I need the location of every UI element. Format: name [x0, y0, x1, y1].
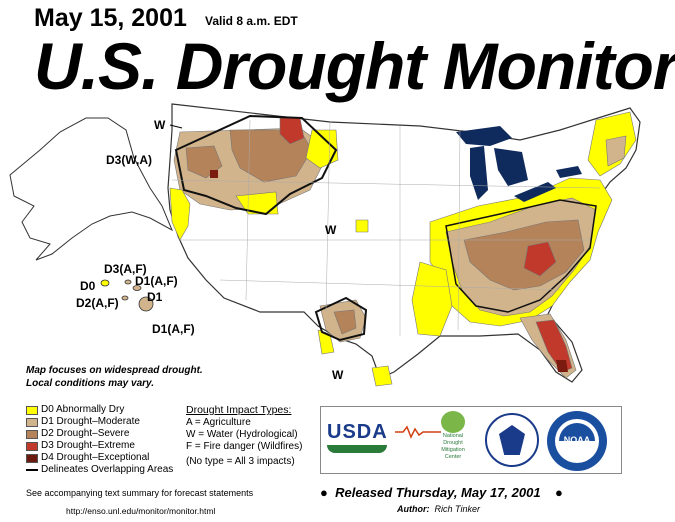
label-hawaii-d1b: D1: [147, 290, 163, 304]
map-note: Map focuses on widespread drought. Local…: [26, 364, 203, 390]
hawaii-island-5: [138, 296, 154, 312]
lake-michigan: [470, 146, 488, 200]
label-hawaii-d0: D0: [80, 279, 96, 293]
impact-none: (No type = All 3 impacts): [186, 456, 295, 467]
eagle-icon: [499, 425, 525, 455]
legend-item-d4: D4 Drought–Exceptional: [26, 452, 173, 464]
hawaii-island-3: [132, 285, 142, 291]
ndmc-line4: Center: [444, 454, 462, 460]
label-hawaii-d2: D2(A,F): [76, 296, 119, 310]
overlap-outline-northwest: [174, 114, 338, 216]
usda-logo: USDA: [327, 421, 387, 455]
label-pointer-w: [169, 124, 183, 129]
label-hawaii-d3: D3(A,F): [104, 262, 147, 276]
commerce-seal: [485, 413, 539, 467]
summary-note: See accompanying text summary for foreca…: [26, 488, 254, 498]
d0-kansas: [355, 219, 369, 233]
valid-time: Valid 8 a.m. EDT: [205, 14, 298, 28]
legend-item-d1: D1 Drought–Moderate: [26, 416, 173, 428]
impact-heading: Drought Impact Types:: [186, 404, 292, 416]
agency-logos: USDA National Drought Mitigation Center …: [320, 406, 622, 474]
d3-florida: [535, 319, 573, 373]
legend-item-d2: D2 Drought–Severe: [26, 428, 173, 440]
source-url[interactable]: http://enso.unl.edu/monitor/monitor.html: [66, 506, 216, 516]
ndmc-line2: Drought: [443, 440, 463, 446]
d2-southeast: [463, 219, 585, 291]
release-date-text: Released Thursday, May 17, 2001: [335, 485, 541, 500]
d0-gulf: [411, 261, 453, 337]
author-credit: Author: Rich Tinker: [397, 504, 480, 514]
legend-label-d0: D0 Abnormally Dry: [41, 404, 125, 415]
d3-carolinas: [523, 241, 557, 277]
d1-northeast: [605, 135, 627, 167]
noaa-logo: NOAA: [547, 411, 607, 471]
label-hawaii-d1a: D1(A,F): [135, 274, 178, 288]
map-note-line1: Map focuses on widespread drought.: [26, 365, 203, 376]
legend-item-d0: D0 Abnormally Dry: [26, 404, 173, 416]
impact-w: W = Water (Hydrological): [186, 429, 298, 440]
release-date: ● Released Thursday, May 17, 2001 ●: [320, 485, 563, 500]
map-date: May 15, 2001: [34, 4, 187, 32]
legend-swatch-d1: [26, 417, 38, 427]
hawaii-island-2: [124, 279, 132, 285]
legend: D0 Abnormally Dry D1 Drought–Moderate D2…: [26, 404, 173, 476]
d0-westcoast: [169, 187, 191, 241]
label-w-central: W: [325, 223, 337, 237]
overlap-outline-texas: [314, 296, 368, 342]
overlap-line-icon: [26, 469, 38, 471]
legend-swatch-d2: [26, 429, 38, 439]
usda-logo-text: USDA: [327, 421, 388, 443]
d4-oregon: [210, 170, 218, 178]
ndmc-tree-icon: [441, 411, 465, 433]
legend-label-d3: D3 Drought–Extreme: [41, 440, 135, 451]
ndmc-line1: National: [442, 433, 464, 439]
legend-label-d1: D1 Drought–Moderate: [41, 416, 140, 427]
legend-swatch-d4: [26, 453, 38, 463]
legend-item-overlap: Delineates Overlapping Areas: [26, 464, 173, 476]
state-boundaries: [171, 119, 601, 336]
hawaii-island-1: [100, 279, 110, 287]
noaa-logo-text: NOAA: [563, 435, 591, 445]
legend-label-overlap: Delineates Overlapping Areas: [41, 464, 174, 475]
label-w-northwest: W: [154, 118, 166, 132]
legend-swatch-d0: [26, 405, 38, 415]
ndmc-line3: Mitigation: [441, 447, 465, 453]
legend-item-d3: D3 Drought–Extreme: [26, 440, 173, 452]
legend-label-d2: D2 Drought–Severe: [41, 428, 130, 439]
page-title: U.S. Drought Monitor: [34, 29, 675, 103]
label-w-texas: W: [332, 368, 344, 382]
overlap-outline-southeast: [445, 199, 597, 313]
bullet-icon: ●: [320, 485, 328, 500]
legend-swatch-d3: [26, 441, 38, 451]
lake-huron: [494, 148, 528, 186]
label-d3-northwest: D3(W,A): [106, 153, 152, 167]
alaska-shape: [9, 117, 174, 261]
impact-types: Drought Impact Types: A = Agriculture W …: [186, 404, 302, 468]
map-note-line2: Local conditions may vary.: [26, 378, 155, 389]
lake-ontario: [556, 166, 582, 178]
ndmc-logo: National Drought Mitigation Center: [431, 411, 475, 461]
hawaii-island-4: [121, 295, 129, 301]
author-name: Rich Tinker: [434, 504, 480, 514]
ndmc-wave-icon: [395, 425, 441, 439]
d4-florida: [556, 360, 568, 372]
impact-a: A = Agriculture: [186, 417, 251, 428]
drought-map: [9, 103, 641, 387]
author-label: Author:: [397, 504, 430, 514]
impact-f: F = Fire danger (Wildfires): [186, 441, 303, 452]
legend-label-d4: D4 Drought–Exceptional: [41, 452, 150, 463]
lake-superior: [456, 126, 512, 146]
label-hawaii-d1c: D1(A,F): [152, 322, 195, 336]
d2-texas: [333, 309, 357, 335]
bullet-icon: ●: [555, 485, 563, 500]
d0-idaho: [235, 191, 279, 215]
d0-texas-south: [371, 365, 393, 387]
